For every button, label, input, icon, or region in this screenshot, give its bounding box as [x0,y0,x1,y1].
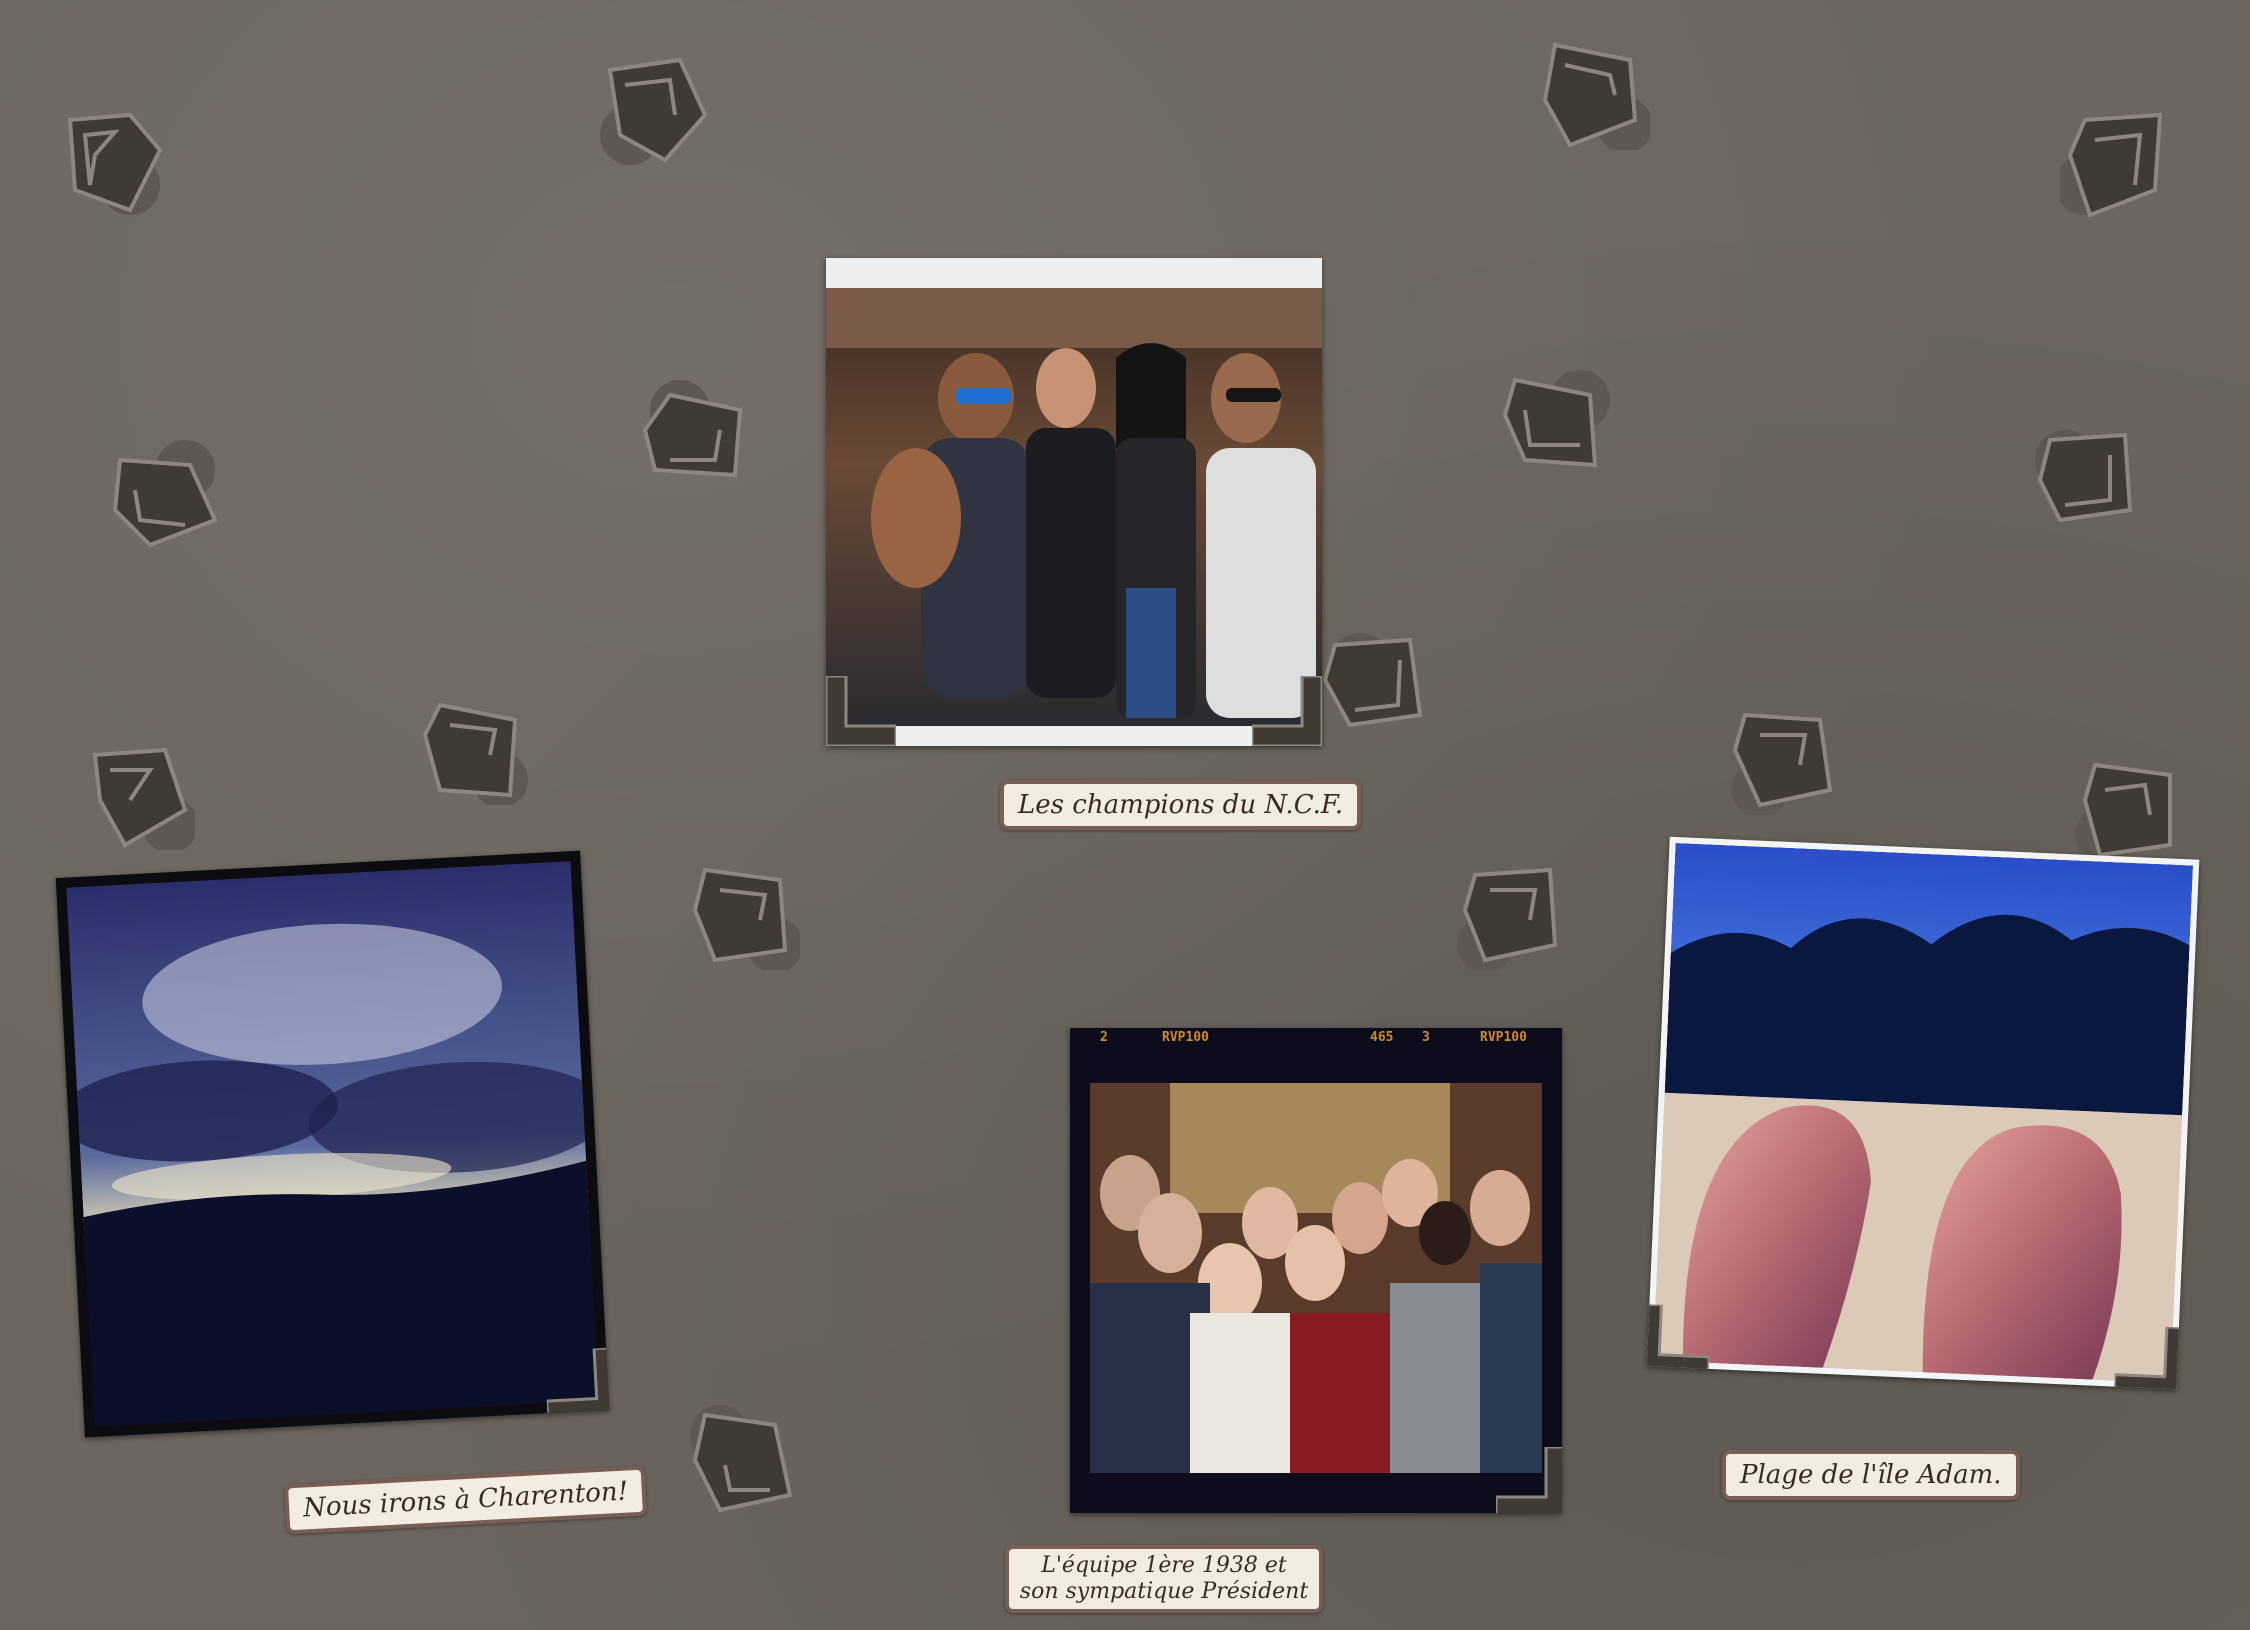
photo-equipe-image [1090,1083,1542,1473]
empty-photo-corner [690,1405,800,1515]
empty-photo-corner [110,440,220,550]
empty-photo-corner [1730,705,1840,815]
photo-corner [544,1347,610,1422]
caption-champions: Les champions du N.C.F. [1000,780,1362,830]
caption-equipe: L'équipe 1ère 1938 et son sympatique Pré… [1005,1545,1323,1613]
empty-photo-corner [1455,860,1565,970]
photo-equipe: 2 RVP100 465 3 RVP100 [1070,1028,1562,1513]
photo-corner [2113,1325,2187,1390]
film-frame-right-number: 3 [1422,1030,1430,1045]
empty-photo-corner [2060,110,2170,220]
photo-plage [1646,836,2200,1390]
empty-photo-corner [420,695,530,805]
empty-photo-corner [600,55,710,165]
empty-photo-corner [1540,40,1650,150]
photo-corner [1646,1303,1712,1377]
empty-photo-corner [1500,365,1610,475]
caption-plage: Plage de l'île Adam. [1722,1450,2020,1500]
photo-corner [826,676,896,746]
caption-charenton: Nous irons à Charenton! [283,1465,648,1535]
photo-corner [1252,676,1322,746]
empty-photo-corner [2030,420,2140,530]
film-frame-right-label: RVP100 [1480,1030,1527,1045]
film-frame-mid-number: 465 [1370,1030,1394,1045]
photo-charenton-image [66,861,599,1427]
photo-plage-image [1652,842,2194,1384]
photo-champions [826,258,1322,746]
caption-equipe-line2: son sympatique Président [1019,1579,1309,1604]
empty-photo-corner [1320,625,1430,735]
photo-champions-image [826,288,1322,726]
film-frame-left-label: RVP100 [1162,1030,1209,1045]
empty-photo-corner [85,740,195,850]
empty-photo-corner [60,110,170,220]
photo-corner [1496,1447,1562,1513]
film-frame-left-number: 2 [1100,1030,1108,1045]
caption-equipe-line1: L'équipe 1ère 1938 et [1041,1553,1287,1578]
empty-photo-corner [690,860,800,970]
photo-charenton [55,850,610,1438]
empty-photo-corner [640,375,750,485]
empty-photo-corner [2075,755,2185,865]
